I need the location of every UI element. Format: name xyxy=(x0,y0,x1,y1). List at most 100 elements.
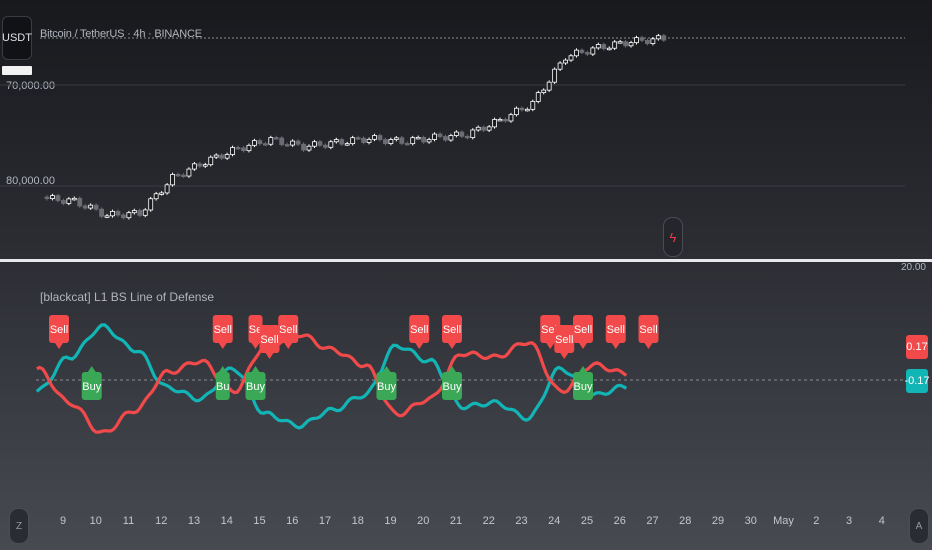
candle xyxy=(563,59,568,64)
symbol-indicator-bar xyxy=(2,66,32,75)
candle xyxy=(181,174,186,177)
signal-box xyxy=(554,325,575,353)
candle xyxy=(88,204,94,209)
signal-box xyxy=(81,372,102,400)
time-tick: 13 xyxy=(187,515,201,527)
candle xyxy=(82,205,88,209)
candle xyxy=(617,41,623,44)
candle xyxy=(612,41,618,49)
time-tick: 21 xyxy=(449,515,463,527)
candle xyxy=(519,107,525,111)
candle xyxy=(339,139,345,145)
candle xyxy=(235,147,241,150)
signal-pointer xyxy=(579,343,587,349)
sell-signal-label: Se xyxy=(248,315,263,349)
candle xyxy=(44,196,50,200)
price-label-top: 70,000.00 xyxy=(6,80,55,92)
signal-pointer xyxy=(382,366,391,372)
candle xyxy=(279,137,285,145)
signal-text: Sell xyxy=(574,324,592,336)
signal-box xyxy=(259,325,280,353)
candle xyxy=(328,141,334,148)
candle xyxy=(126,212,132,219)
scroll-left-button[interactable]: Z xyxy=(9,508,29,544)
time-tick: 25 xyxy=(580,515,594,527)
time-tick: 30 xyxy=(744,515,757,527)
candle xyxy=(312,141,317,147)
signal-box xyxy=(212,315,233,343)
candle xyxy=(383,139,388,144)
signal-text: Buy xyxy=(377,381,396,393)
candle xyxy=(273,137,279,140)
signal-text: Buy xyxy=(574,381,593,393)
signal-text: Sell xyxy=(639,324,657,336)
time-tick: May xyxy=(773,515,794,527)
time-axis[interactable]: 9 10 11 12 13 14 15 16 17 18 19 20 21 22 23 24 25 26 27 28 2… xyxy=(0,505,932,545)
auto-scale-button[interactable]: A xyxy=(909,508,929,544)
signal-text: Se xyxy=(249,324,262,336)
signal-text: Buy xyxy=(443,381,462,393)
sell-signal-label: Sell xyxy=(259,325,280,359)
candle xyxy=(197,163,203,167)
signal-text: Sell xyxy=(410,324,428,336)
candle xyxy=(426,139,432,143)
time-tick: 24 xyxy=(548,515,561,527)
candle xyxy=(432,133,437,140)
candle xyxy=(410,137,416,145)
candle xyxy=(514,107,519,116)
candle xyxy=(71,197,77,201)
signal-pointer xyxy=(448,366,456,372)
candle xyxy=(453,131,459,136)
candle xyxy=(268,137,274,145)
candle xyxy=(503,119,508,122)
candle xyxy=(372,135,377,140)
candle xyxy=(246,144,252,152)
time-tick: 22 xyxy=(482,515,495,527)
lightning-icon[interactable]: ϟ xyxy=(663,217,683,257)
candle xyxy=(470,129,476,138)
symbol-button[interactable]: USDT xyxy=(2,16,32,60)
time-tick: 27 xyxy=(646,515,659,527)
candle xyxy=(535,92,541,102)
time-tick: 14 xyxy=(220,515,233,527)
candle xyxy=(639,37,645,41)
signal-box xyxy=(573,315,593,343)
time-tick: 10 xyxy=(89,515,102,527)
candle xyxy=(546,81,552,91)
signal-pointer xyxy=(55,343,63,349)
candle xyxy=(552,68,558,83)
sell-signal-label: Sell xyxy=(212,315,233,349)
pane-divider[interactable] xyxy=(0,259,932,262)
signal-pointer xyxy=(218,366,227,372)
candle xyxy=(404,142,410,146)
signal-text: Sell xyxy=(260,334,278,346)
candle xyxy=(219,154,225,159)
signal-box xyxy=(442,315,462,343)
sell-signal-label: Sell xyxy=(573,315,593,349)
candle xyxy=(224,154,230,159)
candle xyxy=(104,215,110,218)
signal-box xyxy=(573,372,593,400)
signal-pointer xyxy=(644,343,653,349)
candle xyxy=(475,126,481,131)
time-tick: 26 xyxy=(613,515,626,527)
candle xyxy=(481,126,487,131)
signal-box xyxy=(245,372,266,400)
candle xyxy=(153,193,159,200)
time-tick: 9 xyxy=(59,515,67,527)
time-tick: 23 xyxy=(515,515,528,527)
candle xyxy=(574,49,579,57)
candle xyxy=(77,197,83,207)
candle xyxy=(421,137,427,143)
candle xyxy=(131,210,137,214)
candle xyxy=(142,209,148,216)
time-tick: 28 xyxy=(679,515,692,527)
sell-signal-label: Sell xyxy=(409,315,430,349)
sell-signal-label: Sell xyxy=(605,315,626,349)
price-chart[interactable] xyxy=(0,0,932,258)
candle xyxy=(344,143,350,146)
candle xyxy=(355,137,361,140)
buy-signal-label: Bu xyxy=(215,366,230,400)
signal-pointer xyxy=(546,343,555,349)
